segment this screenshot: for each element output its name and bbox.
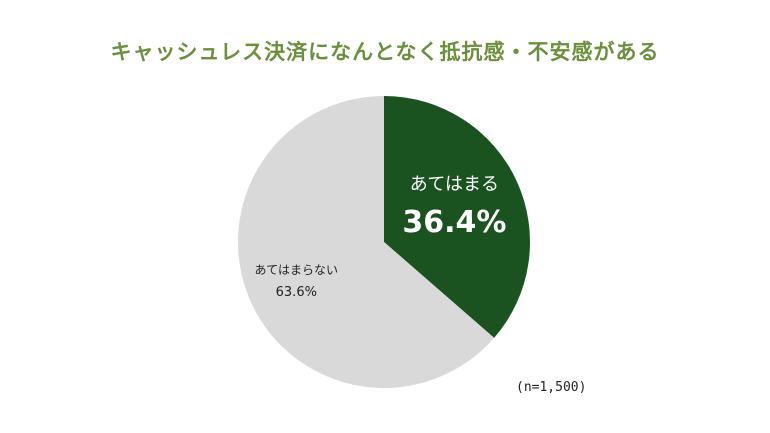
pie-slice-does-not-apply (237, 96, 495, 388)
slice-label-applies: あてはまる (410, 174, 499, 195)
slice-value-does-not-apply: 63.6% (276, 285, 317, 300)
pie-slice-applies (384, 96, 530, 338)
slice-label-does-not-apply: あてはまらない (255, 263, 339, 277)
sample-size-note: (n=1,500) (516, 380, 587, 395)
chart-title: キャッシュレス決済になんとなく抵抗感・不安感がある (110, 40, 660, 64)
slice-value-applies: 36.4% (402, 205, 506, 240)
